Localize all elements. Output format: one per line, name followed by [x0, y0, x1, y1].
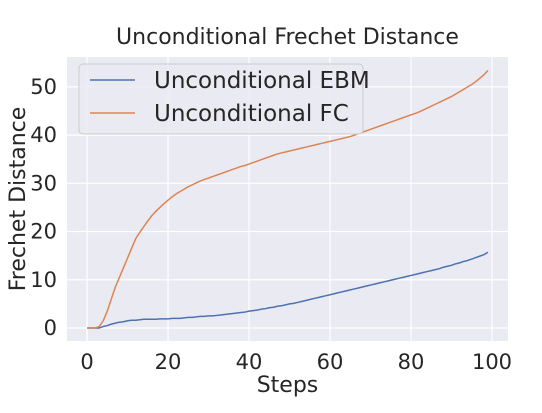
y-tick-label: 50	[30, 75, 57, 99]
x-axis-label: Steps	[257, 373, 319, 398]
y-axis-label: Frechet Distance	[6, 107, 31, 292]
legend: Unconditional EBM Unconditional FC	[78, 63, 370, 135]
y-tick-label: 10	[30, 268, 57, 292]
x-tick-label: 20	[155, 350, 182, 374]
x-tick-label: 100	[472, 350, 512, 374]
x-tick-label: 40	[236, 350, 263, 374]
series-line-1	[87, 69, 489, 329]
legend-box	[78, 63, 364, 135]
tick-labels: 0 20 40 60 80 100 0 10 20 30 40 50	[30, 75, 512, 374]
series-line-0	[87, 251, 489, 329]
legend-label-ebm: Unconditional EBM	[154, 68, 370, 94]
x-tick-label: 80	[398, 350, 425, 374]
y-tick-label: 30	[30, 171, 57, 195]
x-tick-label: 0	[80, 350, 93, 374]
y-tick-label: 20	[30, 220, 57, 244]
y-tick-label: 0	[44, 316, 57, 340]
x-tick-label: 60	[317, 350, 344, 374]
series-layer	[87, 69, 489, 329]
y-tick-label: 40	[30, 123, 57, 147]
legend-label-fc: Unconditional FC	[154, 101, 349, 127]
chart-title: Unconditional Frechet Distance	[116, 25, 459, 50]
